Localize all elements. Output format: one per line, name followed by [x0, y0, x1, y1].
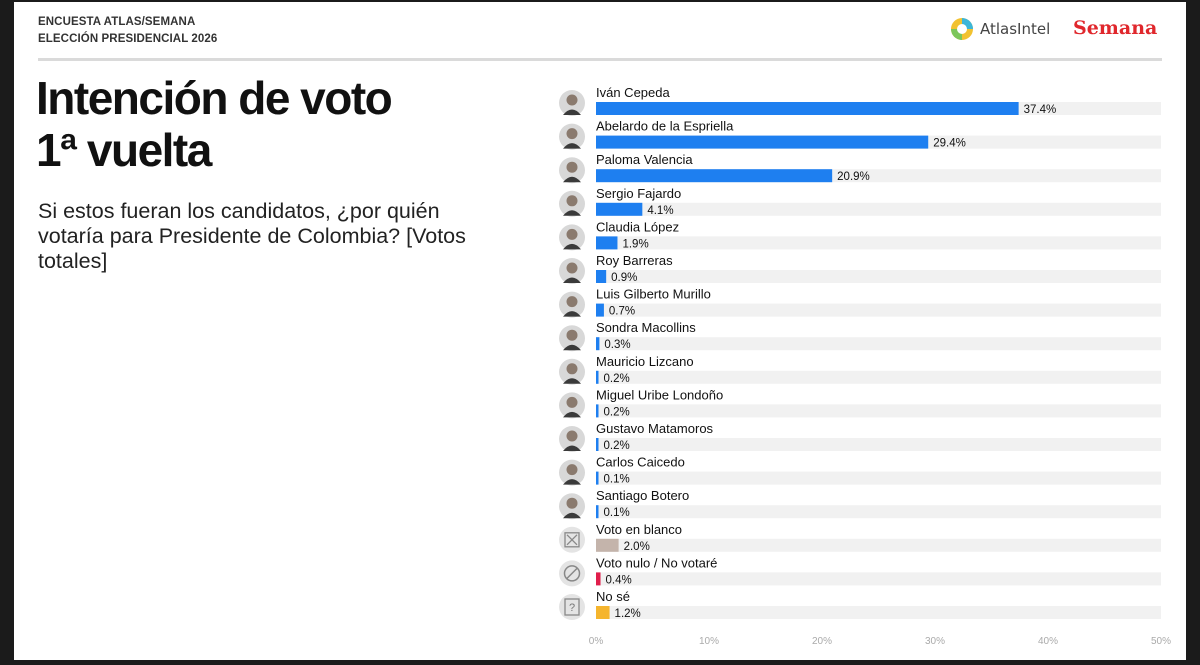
dont-know-icon: ? — [559, 594, 585, 620]
category-label: Iván Cepeda — [596, 85, 670, 100]
page-title: Intención de voto 1ª vuelta — [36, 72, 393, 176]
value-label: 0.1% — [604, 474, 630, 486]
category-label: Mauricio Lizcano — [596, 354, 694, 369]
value-label: 0.2% — [604, 373, 630, 385]
value-bar — [596, 236, 618, 250]
category-label: Roy Barreras — [596, 253, 673, 268]
null-vote-icon — [559, 560, 585, 587]
candidate-avatar — [559, 90, 585, 116]
candidate-avatar — [559, 358, 585, 385]
value-bar — [596, 505, 599, 519]
title-line-2: 1ª vuelta — [36, 124, 212, 176]
x-tick-label: 40% — [1038, 636, 1058, 647]
bar-track — [596, 236, 1161, 250]
chart-question: Si estos fueran los candidatos, ¿por qui… — [38, 199, 466, 273]
bar-track — [596, 370, 1161, 384]
x-tick-label: 20% — [812, 636, 832, 647]
value-label: 37.4% — [1024, 104, 1057, 116]
value-bar — [596, 337, 600, 351]
bar-track — [596, 538, 1161, 552]
value-label: 1.9% — [622, 238, 648, 250]
candidate-avatar — [559, 224, 585, 251]
atlasintel-logo-text: AtlasIntel — [980, 20, 1051, 38]
x-tick-label: 10% — [699, 636, 719, 647]
value-label: 20.9% — [837, 171, 870, 183]
survey-name: ENCUESTA ATLAS/SEMANA — [38, 16, 196, 28]
candidate-avatar — [559, 190, 585, 217]
value-bar — [596, 202, 643, 216]
blank-vote-icon — [559, 526, 585, 553]
category-label: Miguel Uribe Londoño — [596, 387, 723, 402]
value-label: 0.4% — [606, 574, 632, 586]
category-label: Gustavo Matamoros — [596, 421, 714, 436]
x-tick-label: 50% — [1151, 636, 1171, 647]
svg-text:?: ? — [569, 602, 575, 614]
bar-track — [596, 270, 1161, 283]
candidate-avatar — [559, 258, 585, 284]
category-label: No sé — [596, 589, 630, 604]
bar-track — [596, 606, 1161, 619]
category-label: Voto nulo / No votaré — [596, 555, 717, 570]
election-name: ELECCIÓN PRESIDENCIAL 2026 — [38, 33, 218, 45]
category-label: Abelardo de la Espriella — [596, 119, 734, 134]
value-label: 29.4% — [933, 138, 966, 150]
value-bar — [596, 572, 601, 586]
category-label: Luis Gilberto Murillo — [596, 287, 711, 302]
value-bar — [596, 303, 604, 317]
value-bar — [596, 370, 599, 384]
candidate-avatar — [559, 426, 585, 452]
category-label: Carlos Caicedo — [596, 455, 685, 470]
atlasintel-logo-icon — [951, 18, 973, 40]
x-tick-label: 30% — [925, 636, 945, 647]
bar-track — [596, 471, 1161, 485]
value-bar — [596, 606, 610, 619]
bar-track — [596, 202, 1161, 216]
value-label: 2.0% — [624, 541, 650, 553]
candidate-avatar — [559, 325, 585, 352]
value-label: 4.1% — [647, 205, 673, 217]
candidate-avatar — [559, 157, 585, 184]
atlasintel-logo: AtlasIntel — [950, 17, 1050, 41]
value-label: 1.2% — [615, 608, 641, 620]
value-bar — [596, 538, 619, 552]
bar-track — [596, 337, 1161, 351]
value-label: 0.2% — [604, 406, 630, 418]
value-bar — [596, 471, 599, 485]
category-label: Sergio Fajardo — [596, 186, 681, 201]
bar-track — [596, 505, 1161, 519]
title-line-1: Intención de voto — [36, 72, 393, 124]
value-bar — [596, 404, 599, 418]
candidate-avatar — [559, 291, 585, 318]
candidate-avatar — [559, 392, 585, 419]
category-label: Claudia López — [596, 219, 679, 234]
header-divider — [38, 58, 1162, 61]
category-label: Santiago Botero — [596, 488, 689, 503]
category-label: Voto en blanco — [596, 522, 682, 537]
value-label: 0.2% — [604, 440, 630, 452]
value-bar — [596, 169, 833, 183]
category-label: Paloma Valencia — [596, 152, 693, 167]
value-label: 0.1% — [604, 507, 630, 519]
category-label: Sondra Macollins — [596, 320, 696, 335]
semana-logo: Semana — [1073, 17, 1158, 39]
value-label: 0.3% — [604, 339, 630, 351]
candidate-avatar — [559, 493, 585, 520]
bar-track — [596, 404, 1161, 418]
bar-track — [596, 572, 1161, 586]
value-bar — [596, 438, 599, 451]
value-bar — [596, 270, 607, 283]
x-tick-label: 0% — [589, 636, 604, 647]
value-label: 0.9% — [611, 272, 637, 284]
candidate-avatar — [559, 459, 585, 486]
value-label: 0.7% — [609, 306, 635, 318]
bar-track — [596, 303, 1161, 317]
value-bar — [596, 102, 1019, 115]
bar-track — [596, 438, 1161, 451]
value-bar — [596, 135, 929, 149]
candidate-avatar — [559, 123, 585, 150]
